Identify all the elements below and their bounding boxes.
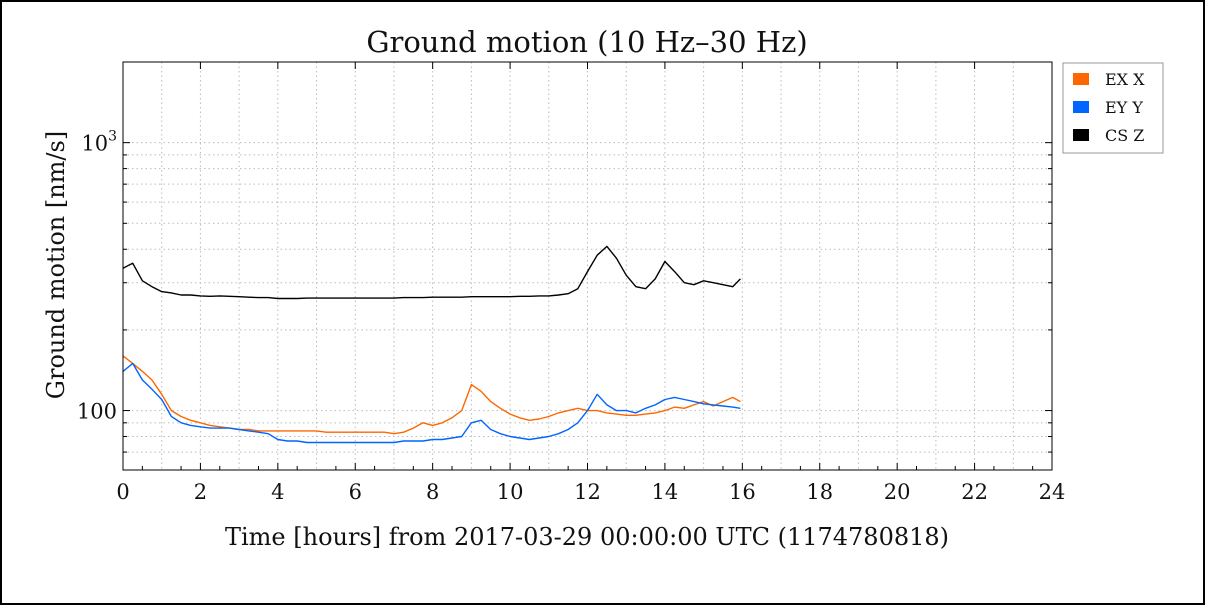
series-line-ex-x xyxy=(122,355,741,435)
y-axis-label: Ground motion [nm/s] xyxy=(42,131,70,399)
legend-label: CS Z xyxy=(1105,126,1144,145)
x-tick-label: 22 xyxy=(961,480,988,504)
x-tick-label: 2 xyxy=(194,480,207,504)
series-lines xyxy=(122,245,741,444)
x-tick-label: 16 xyxy=(729,480,756,504)
legend: EX X EY Y CS Z xyxy=(1062,62,1164,154)
x-tick-label: 20 xyxy=(884,480,911,504)
series-line-cs-z xyxy=(122,245,741,300)
y-tick-label: 100 xyxy=(77,400,117,424)
x-tick-label: 12 xyxy=(574,480,601,504)
series-line-ey-y xyxy=(122,362,741,444)
x-tick-label: 18 xyxy=(806,480,833,504)
legend-label: EY Y xyxy=(1105,98,1143,117)
y-tick-label: 103 xyxy=(81,129,117,156)
x-tick-label: 14 xyxy=(652,480,679,504)
legend-label: EX X xyxy=(1105,70,1145,89)
legend-swatch xyxy=(1073,73,1089,85)
x-tick-label: 4 xyxy=(271,480,284,504)
x-tick-label: 24 xyxy=(1039,480,1066,504)
x-tick-label: 8 xyxy=(426,480,439,504)
x-axis-label: Time [hours] from 2017-03-29 00:00:00 UT… xyxy=(225,523,949,551)
x-tick-label: 0 xyxy=(116,480,129,504)
legend-swatch xyxy=(1073,129,1089,141)
x-tick-label: 10 xyxy=(497,480,524,504)
grid-lines xyxy=(122,61,1053,471)
legend-swatch xyxy=(1073,101,1089,113)
x-tick-label: 6 xyxy=(349,480,362,504)
chart-title: Ground motion (10 Hz–30 Hz) xyxy=(366,25,807,59)
